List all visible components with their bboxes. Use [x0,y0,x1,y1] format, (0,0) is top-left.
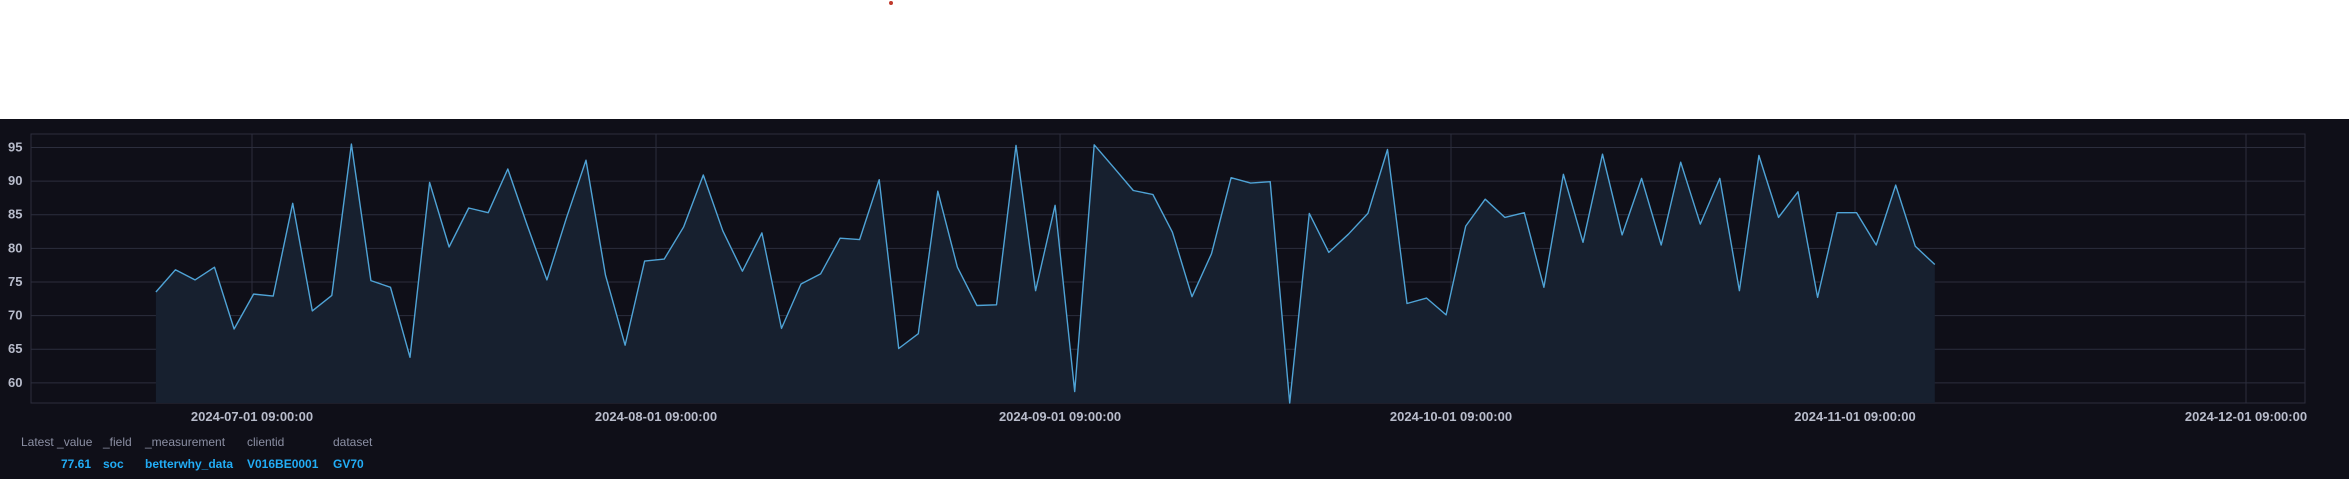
y-tick-label: 80 [8,240,22,255]
legend-col-clientid: clientid V016BE0001 [247,435,318,471]
cursor-dot [889,1,893,5]
empty-top-area [0,0,2349,119]
x-tick-label: 2024-12-01 09:00:00 [2185,409,2307,424]
y-tick-label: 95 [8,139,22,154]
y-tick-label: 75 [8,274,22,289]
y-tick-label: 65 [8,341,22,356]
x-tick-label: 2024-10-01 09:00:00 [1390,409,1512,424]
legend-col-measurement: _measurement betterwhy_data [145,435,233,471]
x-tick-label: 2024-11-01 09:00:00 [1794,409,1915,424]
legend-col-field: _field soc [103,435,132,471]
y-tick-label: 60 [8,375,22,390]
legend-value: 77.61 [61,457,92,471]
legend-header: dataset [333,435,373,449]
legend-table: Latest _value 77.61 _field soc _measurem… [0,435,2349,479]
series-line [155,143,1936,404]
legend-value: soc [103,457,124,471]
y-tick-label: 90 [8,173,22,188]
series-area-fill [155,144,1935,403]
legend-value: betterwhy_data [145,457,234,471]
legend-value: GV70 [333,457,364,471]
x-tick-label: 2024-08-01 09:00:00 [595,409,717,424]
legend-header: Latest _value [21,435,93,449]
legend-header: _measurement [145,435,226,449]
x-axis: 2024-07-01 09:00:00 2024-08-01 09:00:00 20… [191,409,2307,424]
y-axis: 95 90 85 80 75 70 65 60 [8,139,22,389]
legend-col-dataset: dataset GV70 [333,435,372,471]
legend-value: V016BE0001 [247,457,319,471]
legend-header: clientid [247,435,285,449]
y-tick-label: 70 [8,308,22,323]
graph-panel: 95 90 85 80 75 70 65 60 2024-07-01 09:00:00 2024… [0,119,2349,479]
series-area [155,143,1936,404]
x-tick-label: 2024-09-01 09:00:00 [999,409,1121,424]
x-tick-label: 2024-07-01 09:00:00 [191,409,313,424]
legend-header: _field [103,435,132,449]
legend-col-latest-value: Latest _value 77.61 [21,435,92,471]
y-tick-label: 85 [8,207,22,222]
